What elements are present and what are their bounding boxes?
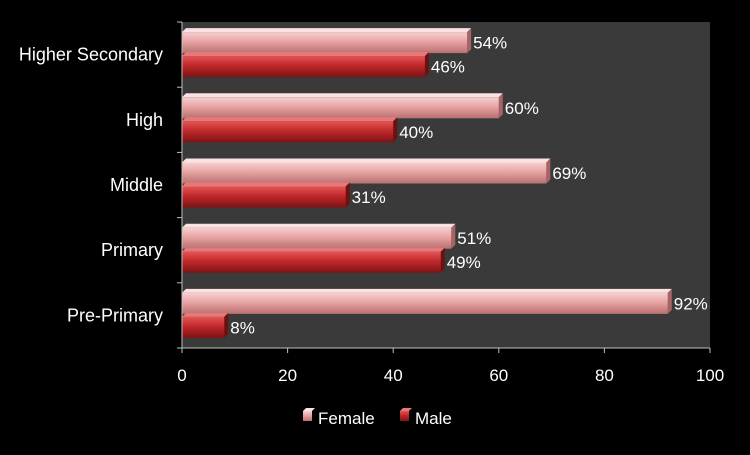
category-label: Higher Secondary (19, 45, 163, 65)
bar-end-face (424, 52, 429, 78)
legend-item-female: Female (303, 408, 375, 428)
bar-end-face (467, 28, 472, 54)
bar-male (182, 182, 350, 208)
bar-top-face (182, 93, 503, 98)
data-label-female: 51% (457, 229, 491, 248)
bar-end-face (440, 247, 445, 273)
legend-item-male: Male (400, 408, 452, 428)
bar-front-face (182, 162, 547, 184)
bar-male (182, 117, 398, 143)
x-tick-label: 0 (177, 366, 186, 385)
bar-top-face (182, 288, 672, 293)
data-label-male: 46% (431, 58, 465, 77)
legend-swatch (400, 411, 409, 421)
bar-top-face (182, 158, 551, 163)
x-tick-label: 40 (384, 366, 403, 385)
data-label-male: 40% (399, 123, 433, 142)
bar-front-face (182, 227, 452, 249)
data-label-female: 69% (552, 164, 586, 183)
category-label: Primary (101, 240, 163, 260)
x-tick-label: 80 (595, 366, 614, 385)
category-label: Middle (110, 175, 163, 195)
legend-swatch-top (400, 408, 412, 411)
bar-end-face (546, 158, 551, 184)
bar-male (182, 247, 445, 273)
bar-front-face (182, 97, 499, 119)
legend-swatch (303, 411, 312, 421)
data-label-female: 54% (473, 34, 507, 53)
bar-top-face (182, 182, 350, 187)
bar-top-face (182, 223, 456, 228)
bar-front-face (182, 316, 225, 338)
bar-front-face (182, 251, 441, 273)
data-label-female: 60% (505, 99, 539, 118)
category-label: Pre-Primary (67, 305, 163, 325)
bar-female (182, 223, 456, 249)
bar-top-face (182, 312, 229, 317)
x-tick-label: 100 (696, 366, 724, 385)
bar-end-face (451, 223, 456, 249)
bar-front-face (182, 56, 425, 78)
data-label-male: 8% (230, 318, 255, 337)
data-label-female: 92% (674, 294, 708, 313)
bar-end-face (224, 312, 229, 338)
bar-front-face (182, 292, 668, 314)
bar-end-face (498, 93, 503, 119)
bar-end-face (393, 117, 398, 143)
bar-top-face (182, 52, 429, 57)
bar-female (182, 158, 551, 184)
legend-swatch-top (303, 408, 315, 411)
legend-label: Male (415, 409, 452, 428)
bar-end-face (345, 182, 350, 208)
x-tick-label: 20 (278, 366, 297, 385)
data-label-male: 31% (352, 188, 386, 207)
bar-front-face (182, 121, 394, 143)
x-tick-label: 60 (489, 366, 508, 385)
legend-label: Female (318, 409, 375, 428)
bar-top-face (182, 28, 472, 33)
bar-male (182, 312, 229, 338)
bar-end-face (667, 288, 672, 314)
category-label: High (126, 110, 163, 130)
data-label-male: 49% (447, 253, 481, 272)
bar-front-face (182, 32, 468, 54)
bar-top-face (182, 117, 398, 122)
bar-female (182, 93, 503, 119)
bar-female (182, 288, 672, 314)
bar-front-face (182, 186, 346, 208)
bar-male (182, 52, 429, 78)
bar-female (182, 28, 472, 54)
bar-top-face (182, 247, 445, 252)
